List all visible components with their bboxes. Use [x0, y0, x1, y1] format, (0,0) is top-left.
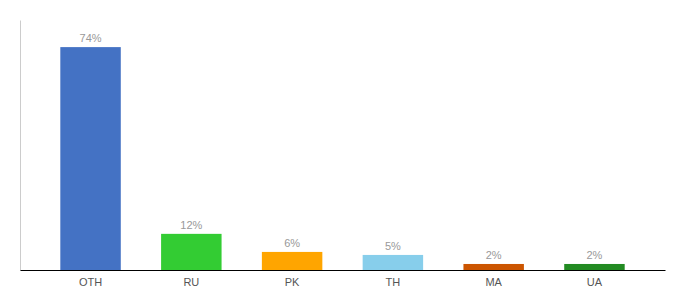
- data-label: 74%: [80, 32, 102, 44]
- x-tick-label: TH: [386, 276, 401, 288]
- chart: 74% 12% 6% 5% 2% 2% OTH RU PK TH MA UA: [0, 0, 680, 300]
- bar: [262, 252, 322, 270]
- x-tick: UA: [587, 270, 603, 288]
- y-axis-line: [20, 21, 21, 271]
- x-tick-label: MA: [485, 276, 502, 288]
- plot: 74% 12% 6% 5% 2% 2% OTH RU PK TH MA UA: [21, 21, 666, 288]
- x-tick-label: OTH: [79, 276, 102, 288]
- x-tick: RU: [183, 270, 199, 288]
- x-tick: TH: [386, 270, 401, 288]
- x-tick: OTH: [79, 270, 102, 288]
- bar: [564, 264, 624, 270]
- bar: [363, 255, 423, 270]
- data-label: 6%: [284, 237, 300, 249]
- bars: [60, 47, 624, 270]
- x-tick: MA: [485, 270, 502, 288]
- x-tick: PK: [285, 270, 300, 288]
- x-tick-label: PK: [285, 276, 300, 288]
- bar: [60, 47, 120, 270]
- data-label: 5%: [385, 240, 401, 252]
- x-axis-line: [21, 270, 666, 271]
- data-label: 12%: [180, 219, 202, 231]
- data-labels: 74% 12% 6% 5% 2% 2%: [80, 32, 603, 261]
- y-axis: [20, 21, 21, 271]
- bar: [463, 264, 523, 270]
- x-axis: OTH RU PK TH MA UA: [21, 270, 666, 288]
- data-label: 2%: [486, 249, 502, 261]
- data-label: 2%: [587, 249, 603, 261]
- x-tick-label: UA: [587, 276, 603, 288]
- x-tick-label: RU: [183, 276, 199, 288]
- bar: [161, 234, 221, 270]
